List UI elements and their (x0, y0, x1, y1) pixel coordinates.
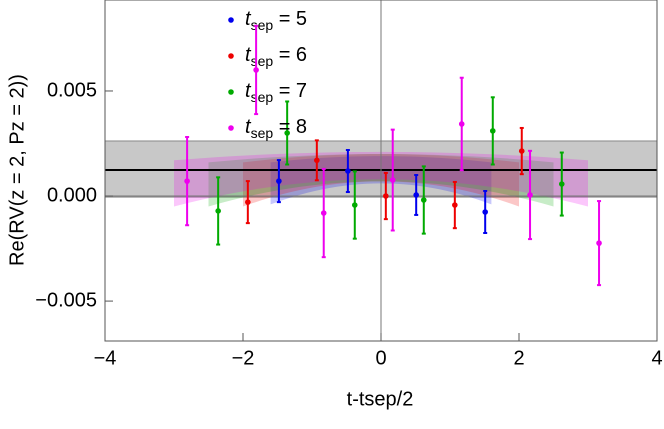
point (413, 192, 419, 198)
point (458, 121, 465, 127)
x-axis-title: t-tsep/2 (347, 388, 414, 410)
point (215, 208, 221, 214)
x-tick-label: 2 (513, 347, 524, 369)
legend-t: t (245, 44, 252, 66)
legend-rest: = 5 (273, 8, 307, 30)
point (596, 240, 602, 246)
point (482, 209, 488, 215)
y-axis-title: Re(RV(z = 2, Pz = 2)) (6, 74, 28, 266)
legend-rest: = 8 (273, 116, 307, 138)
point (276, 178, 282, 184)
point (184, 178, 190, 184)
point (314, 157, 320, 164)
legend-sub: sep (251, 89, 274, 105)
point (420, 197, 427, 203)
point (245, 199, 251, 205)
legend-sub: sep (251, 125, 274, 141)
legend-label: tsep = 7 (245, 80, 307, 104)
point (253, 67, 259, 73)
legend-t: t (245, 116, 252, 138)
point (351, 202, 358, 208)
y-tick-label: 0.005 (47, 79, 97, 101)
x-tick-label: 4 (651, 347, 662, 369)
legend-label: tsep = 5 (245, 8, 307, 32)
point (284, 130, 290, 136)
legend-t: t (245, 80, 252, 102)
x-tick-label: 0 (375, 347, 386, 369)
legend-rest: = 7 (273, 80, 307, 102)
legend-marker (228, 17, 234, 23)
legend-t: t (245, 8, 252, 30)
legend-label: tsep = 8 (245, 116, 307, 140)
point (527, 192, 533, 198)
x-tick-label: −4 (94, 347, 117, 369)
point (489, 128, 496, 134)
point (452, 202, 458, 208)
legend-sub: sep (251, 17, 274, 33)
point (383, 193, 389, 199)
y-tick-label: −0.005 (35, 289, 97, 311)
x-tick-label: −2 (232, 347, 255, 369)
legend-marker (228, 89, 234, 95)
point (345, 168, 351, 174)
point (558, 181, 565, 187)
legend-marker (228, 53, 234, 59)
point (389, 177, 396, 183)
legend-rest: = 6 (273, 44, 307, 66)
point (320, 210, 327, 216)
point (518, 148, 525, 154)
y-tick-label: 0.000 (47, 184, 97, 206)
legend-sub: sep (251, 53, 274, 69)
legend-marker (228, 125, 234, 131)
legend-label: tsep = 6 (245, 44, 307, 68)
